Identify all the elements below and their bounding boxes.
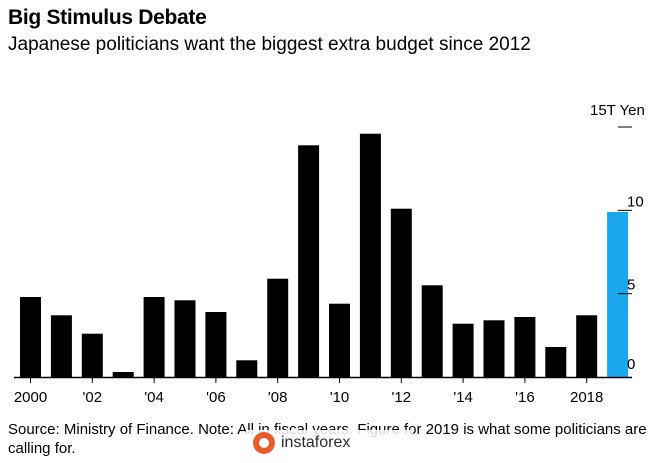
bar-2004 bbox=[143, 297, 165, 377]
y-axis: 0 5 10 bbox=[618, 126, 644, 373]
chart-title: Big Stimulus Debate bbox=[8, 6, 207, 29]
bar-2000 bbox=[20, 297, 41, 377]
watermark: instaforex bbox=[245, 430, 413, 456]
y-tick-label: 0 bbox=[627, 356, 635, 373]
x-axis: 2000 '02 '04 '06 '08 '10 '12 '14 '16 2018 bbox=[14, 376, 632, 406]
source-note: Source: Ministry of Finance. Note: All i… bbox=[8, 421, 647, 457]
bars-group bbox=[20, 133, 629, 377]
y-tick-label: 10 bbox=[627, 193, 644, 210]
x-tick-label: '16 bbox=[515, 389, 535, 406]
bar-2006 bbox=[205, 312, 227, 377]
x-tick-label: '04 bbox=[144, 389, 164, 406]
watermark-text: instaforex bbox=[281, 434, 351, 451]
bar-2017 bbox=[545, 347, 567, 377]
bar-2019 bbox=[607, 212, 629, 377]
bar-2008 bbox=[267, 278, 289, 377]
x-tick-label: 2018 bbox=[570, 389, 603, 406]
bar-2005 bbox=[174, 300, 196, 377]
bar-2003 bbox=[112, 372, 134, 377]
bar-2018 bbox=[576, 315, 598, 377]
x-tick-label: '02 bbox=[83, 389, 103, 406]
x-tick-label: 2000 bbox=[14, 389, 47, 406]
bar-2002 bbox=[81, 333, 103, 377]
instaforex-logo-icon bbox=[253, 432, 275, 454]
y-tick-label: 5 bbox=[627, 277, 635, 294]
x-tick-label: '10 bbox=[330, 389, 350, 406]
x-tick-label: '12 bbox=[392, 389, 412, 406]
bar-2010 bbox=[329, 303, 350, 377]
bar-2001 bbox=[50, 315, 72, 377]
y-axis-unit-label: 15T Yen bbox=[590, 102, 645, 119]
x-tick-label: '06 bbox=[206, 389, 226, 406]
x-tick-label: '08 bbox=[268, 389, 288, 406]
bar-2015 bbox=[483, 320, 505, 377]
bar-2016 bbox=[514, 317, 536, 377]
bar-2013 bbox=[421, 285, 443, 377]
bar-2007 bbox=[236, 360, 258, 377]
chart-subtitle: Japanese politicians want the biggest ex… bbox=[8, 34, 531, 55]
x-tick-label: '14 bbox=[453, 389, 473, 406]
bar-2009 bbox=[298, 145, 320, 377]
bar-2011 bbox=[359, 133, 381, 377]
bar-2012 bbox=[390, 208, 412, 377]
bar-2014 bbox=[452, 323, 474, 377]
